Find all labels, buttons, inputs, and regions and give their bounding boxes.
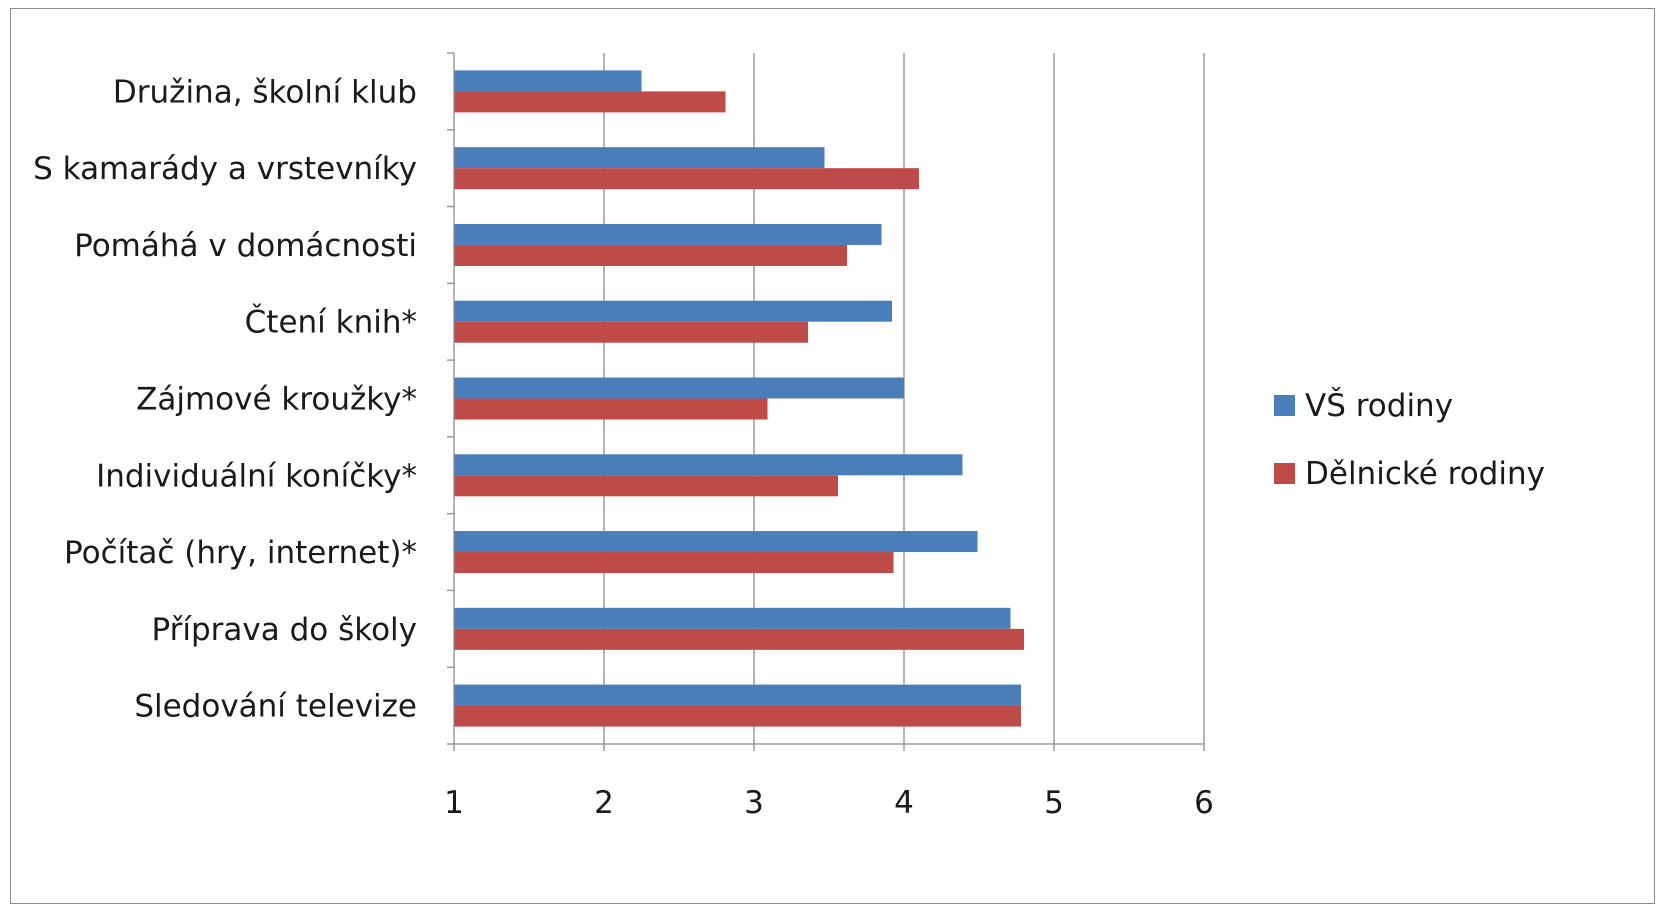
category-label-pocitac-hry-internet: Počítač (hry, internet)* (64, 535, 417, 571)
category-labels: Družina, školní klub S kamarády a vrstevn… (33, 74, 417, 724)
category-label-druzina-skolni-klub: Družina, školní klub (113, 74, 417, 110)
bar-delnicke-rodiny-cteni-knih (454, 321, 808, 343)
legend: VŠ rodiny Dělnické rodiny (1274, 387, 1545, 492)
bar-delnicke-rodiny-s-kamarady-a-vrstevniky (454, 168, 919, 190)
chart-frame: Družina, školní klub S kamarády a vrstevn… (10, 8, 1655, 904)
bar-delnicke-rodiny-priprava-do-skoly (454, 628, 1024, 650)
bar-delnicke-rodiny-pomaha-v-domacnosti (454, 244, 847, 266)
bar-delnicke-rodiny-individualni-konicky (454, 475, 838, 497)
bar-delnicke-rodiny-zajmove-krouzky (454, 398, 768, 420)
category-label-sledovani-televize: Sledování televize (134, 689, 417, 725)
bar-vs-rodiny-individualni-konicky (454, 454, 963, 476)
bars (454, 70, 1024, 727)
bar-vs-rodiny-pocitac-hry-internet (454, 531, 978, 553)
x-tick-label-3: 3 (744, 785, 764, 821)
legend-label-delnicke-rodiny: Dělnické rodiny (1305, 456, 1545, 492)
x-tick-labels: 1 2 3 4 5 6 (444, 785, 1214, 821)
bar-chart: Družina, školní klub S kamarády a vrstevn… (33, 52, 1545, 821)
category-label-cteni-knih: Čtení knih* (245, 304, 417, 341)
x-tick-label-5: 5 (1044, 785, 1064, 821)
legend-label-vs-rodiny: VŠ rodiny (1305, 387, 1453, 424)
x-tick-label-4: 4 (894, 785, 914, 821)
x-tick-label-1: 1 (444, 785, 464, 821)
bar-vs-rodiny-zajmove-krouzky (454, 377, 904, 399)
bar-vs-rodiny-pomaha-v-domacnosti (454, 223, 882, 245)
bar-vs-rodiny-s-kamarady-a-vrstevniky (454, 147, 825, 169)
x-tick-label-2: 2 (594, 785, 614, 821)
bar-delnicke-rodiny-sledovani-televize (454, 705, 1021, 727)
axes (447, 52, 1205, 751)
bar-delnicke-rodiny-druzina-skolni-klub (454, 91, 726, 113)
bar-vs-rodiny-sledovani-televize (454, 684, 1021, 706)
legend-swatch-delnicke-rodiny (1274, 463, 1295, 484)
bar-vs-rodiny-priprava-do-skoly (454, 607, 1011, 629)
category-label-individualni-konicky: Individuální koníčky* (96, 458, 417, 494)
category-label-priprava-do-skoly: Příprava do školy (151, 612, 417, 648)
bar-vs-rodiny-cteni-knih (454, 300, 892, 322)
bar-vs-rodiny-druzina-skolni-klub (454, 70, 642, 92)
category-label-s-kamarady-a-vrstevniky: S kamarády a vrstevníky (33, 151, 417, 187)
x-tick-label-6: 6 (1194, 785, 1214, 821)
category-label-pomaha-v-domacnosti: Pomáhá v domácnosti (74, 228, 417, 264)
category-label-zajmove-krouzky: Zájmové kroužky* (136, 382, 417, 418)
legend-swatch-vs-rodiny (1274, 395, 1295, 416)
bar-delnicke-rodiny-pocitac-hry-internet (454, 552, 894, 574)
